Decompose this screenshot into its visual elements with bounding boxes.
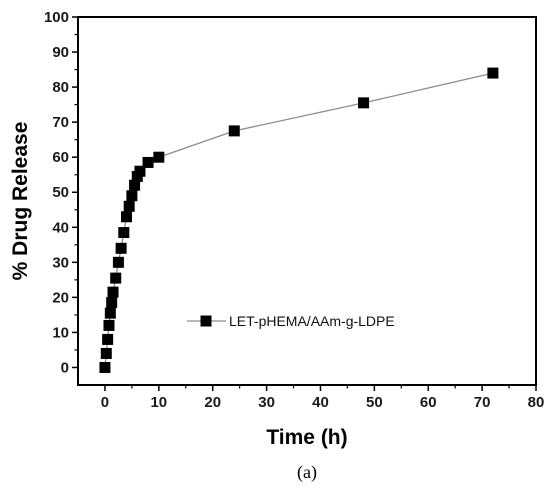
y-tick-label: 100 bbox=[44, 9, 69, 26]
data-point bbox=[115, 242, 127, 254]
y-tick-label: 70 bbox=[52, 114, 69, 131]
y-tick-label: 30 bbox=[52, 254, 69, 271]
x-axis-ticks: 0 10 20 30 40 50 60 70 80 bbox=[101, 385, 545, 411]
x-tick-label: 20 bbox=[204, 394, 221, 411]
data-point bbox=[103, 319, 115, 331]
data-point bbox=[123, 200, 135, 212]
data-point bbox=[153, 151, 165, 163]
data-point bbox=[110, 272, 122, 284]
panel-label: (a) bbox=[297, 462, 317, 483]
data-point bbox=[134, 165, 146, 177]
data-point bbox=[487, 67, 499, 79]
x-tick-label: 0 bbox=[101, 394, 109, 411]
legend-label: LET-pHEMA/AAm-g-LDPE bbox=[229, 313, 395, 329]
x-tick-label: 70 bbox=[474, 394, 491, 411]
y-axis-title: % Drug Release bbox=[9, 122, 32, 281]
legend: LET-pHEMA/AAm-g-LDPE bbox=[187, 313, 395, 329]
plot-border bbox=[77, 16, 537, 386]
data-point bbox=[112, 256, 124, 268]
x-tick-label: 50 bbox=[366, 394, 383, 411]
x-tick-label: 40 bbox=[312, 394, 329, 411]
legend-marker bbox=[200, 315, 212, 327]
y-tick-label: 80 bbox=[52, 79, 69, 96]
x-axis-title: Time (h) bbox=[266, 426, 347, 449]
y-tick-label: 10 bbox=[52, 324, 69, 341]
data-point bbox=[99, 361, 111, 373]
data-point bbox=[142, 156, 154, 168]
x-tick-label: 60 bbox=[420, 394, 437, 411]
y-tick-label: 50 bbox=[52, 184, 69, 201]
y-tick-label: 20 bbox=[52, 289, 69, 306]
data-point bbox=[104, 307, 116, 319]
data-point bbox=[129, 179, 141, 191]
data-point bbox=[100, 347, 112, 359]
y-tick-label: 40 bbox=[52, 219, 69, 236]
data-point bbox=[106, 297, 118, 309]
x-tick-label: 30 bbox=[258, 394, 275, 411]
data-point bbox=[358, 97, 370, 109]
y-tick-label: 90 bbox=[52, 44, 69, 61]
y-tick-label: 0 bbox=[61, 359, 69, 376]
x-tick-label: 80 bbox=[528, 394, 545, 411]
data-point bbox=[107, 286, 119, 298]
x-tick-label: 10 bbox=[150, 394, 167, 411]
plot-frame bbox=[77, 16, 537, 386]
data-point bbox=[120, 211, 132, 223]
y-axis-ticks: 0 10 20 30 40 50 60 70 80 90 100 bbox=[44, 9, 78, 376]
data-point bbox=[102, 333, 114, 345]
data-point bbox=[228, 125, 240, 137]
data-point bbox=[126, 190, 138, 202]
series-markers bbox=[99, 67, 499, 373]
y-tick-label: 60 bbox=[52, 149, 69, 166]
data-point bbox=[118, 227, 130, 239]
